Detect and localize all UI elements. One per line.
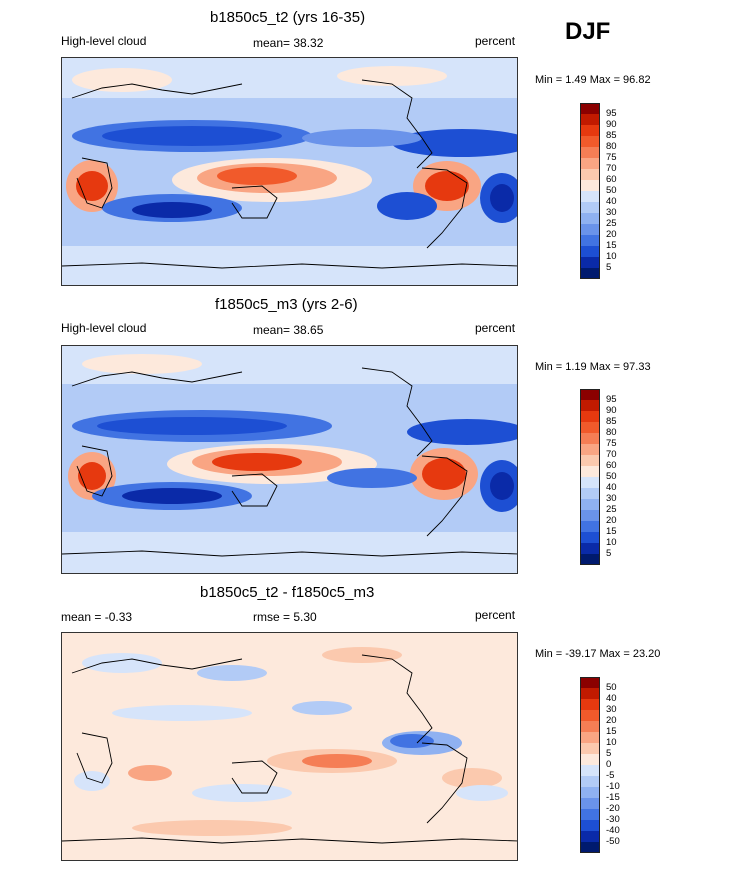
panel-2-units-label: percent — [475, 321, 516, 335]
panel-3-colorbar-tick: -40 — [606, 825, 620, 836]
panel-1-units-label: percent — [475, 34, 516, 48]
panel-2-colorbar-tick: 20 — [606, 515, 617, 526]
panel-1-minmax: Min = 1.49 Max = 96.82 — [535, 74, 651, 86]
panel-3-colorbar-tick: 5 — [606, 748, 612, 759]
panel-1-colorbar-tick: 15 — [606, 240, 617, 251]
panel-3-colorbar-tick: -15 — [606, 792, 620, 803]
panel-1-mean-label: mean= 38.32 — [253, 36, 324, 50]
panel-3-colorbar-tick: 30 — [606, 704, 617, 715]
panel-2-mean-label: mean= 38.65 — [253, 323, 324, 337]
panel-2-contour-field — [62, 346, 517, 573]
panel-1-colorbar-tick: 95 — [606, 108, 617, 119]
panel-1-colorbar-tick: 60 — [606, 174, 617, 185]
panel-1-title: b1850c5_t2 (yrs 16-35) — [210, 9, 366, 26]
panel-2-colorbar-tick: 30 — [606, 493, 617, 504]
panel-3-mean-label: mean = -0.33 — [61, 610, 133, 624]
panel-1-colorbar-tick: 80 — [606, 141, 617, 152]
panel-1-variable-label: High-level cloud — [61, 34, 147, 48]
panel-1-colorbar-frame — [580, 103, 600, 279]
panel-3-colorbar-tick: 10 — [606, 737, 617, 748]
panel-3-colorbar-tick: 40 — [606, 693, 617, 704]
panel-1-colorbar-tick: 10 — [606, 251, 617, 262]
panel-1-map — [61, 57, 518, 286]
panel-2-variable-label: High-level cloud — [61, 321, 147, 335]
panel-2-colorbar-tick: 10 — [606, 537, 617, 548]
panel-1-colorbar-tick: 50 — [606, 185, 617, 196]
panel-3-colorbar-tick: -50 — [606, 836, 620, 847]
season-label: DJF — [565, 18, 611, 45]
panel-3-rmse-label: rmse = 5.30 — [253, 610, 317, 624]
panel-2-colorbar-tick: 95 — [606, 394, 617, 405]
panel-1-colorbar-tick: 25 — [606, 218, 617, 229]
panel-2-colorbar-tick: 60 — [606, 460, 617, 471]
panel-3-colorbar-tick: 0 — [606, 759, 612, 770]
panel-3-colorbar-tick: 20 — [606, 715, 617, 726]
panel-2-colorbar-tick: 75 — [606, 438, 617, 449]
panel-3-colorbar-tick: -30 — [606, 814, 620, 825]
panel-1-colorbar-tick: 90 — [606, 119, 617, 130]
panel-1-colorbar-tick: 20 — [606, 229, 617, 240]
panel-3-colorbar-frame — [580, 677, 600, 853]
panel-3-colorbar-tick: -5 — [606, 770, 615, 781]
panel-3-colorbar-tick: -20 — [606, 803, 620, 814]
panel-2-title: f1850c5_m3 (yrs 2-6) — [215, 296, 358, 313]
panel-3-contour-field — [62, 633, 517, 860]
panel-2-colorbar-frame — [580, 389, 600, 565]
panel-3-minmax: Min = -39.17 Max = 23.20 — [535, 648, 661, 660]
panel-1-colorbar-tick: 75 — [606, 152, 617, 163]
panel-2-colorbar-tick: 50 — [606, 471, 617, 482]
panel-2-colorbar-tick: 40 — [606, 482, 617, 493]
panel-3-map — [61, 632, 518, 861]
panel-3-title: b1850c5_t2 - f1850c5_m3 — [200, 584, 375, 601]
panel-1-colorbar-tick: 70 — [606, 163, 617, 174]
panel-2-minmax: Min = 1.19 Max = 97.33 — [535, 361, 651, 373]
panel-2-colorbar-tick: 80 — [606, 427, 617, 438]
panel-2-colorbar-tick: 25 — [606, 504, 617, 515]
panel-3-units-label: percent — [475, 608, 516, 622]
panel-1-colorbar-tick: 30 — [606, 207, 617, 218]
panel-3-colorbar-tick: -10 — [606, 781, 620, 792]
panel-1-contour-field — [62, 58, 517, 285]
panel-1-colorbar-tick: 85 — [606, 130, 617, 141]
panel-1-colorbar-tick: 40 — [606, 196, 617, 207]
panel-2-colorbar-tick: 90 — [606, 405, 617, 416]
panel-2-map — [61, 345, 518, 574]
panel-3-colorbar-tick: 15 — [606, 726, 617, 737]
panel-1-colorbar-tick: 5 — [606, 262, 612, 273]
panel-2-colorbar-tick: 5 — [606, 548, 612, 559]
panel-2-colorbar-tick: 15 — [606, 526, 617, 537]
panel-3-colorbar-tick: 50 — [606, 682, 617, 693]
panel-2-colorbar-tick: 85 — [606, 416, 617, 427]
panel-2-colorbar-tick: 70 — [606, 449, 617, 460]
